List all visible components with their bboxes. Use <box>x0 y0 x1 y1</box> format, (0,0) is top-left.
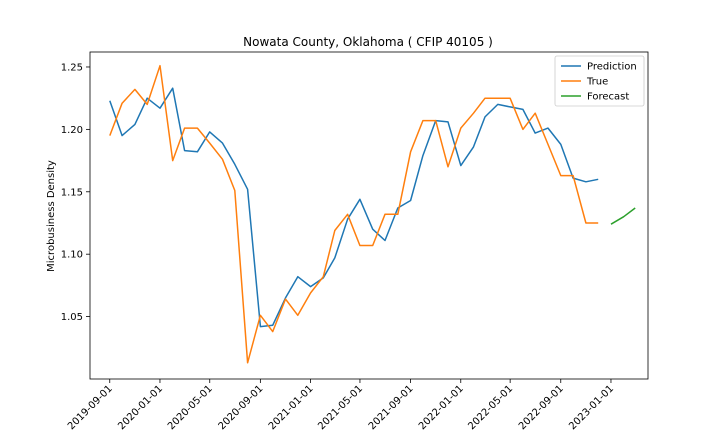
series-line-forecast <box>610 207 636 225</box>
series-line-true <box>109 64 599 364</box>
plot-frame <box>89 51 649 380</box>
legend: Prediction True Forecast <box>554 55 645 107</box>
y-tick-label: 1.15 <box>61 187 83 198</box>
y-tick-label: 1.05 <box>61 312 83 323</box>
series-line-prediction <box>109 87 599 328</box>
y-tick-label: 1.20 <box>61 125 83 136</box>
series-layer <box>109 64 636 364</box>
legend-box <box>554 55 645 107</box>
y-tick-label: 1.25 <box>61 62 83 73</box>
legend-label-true: True <box>586 77 608 88</box>
y-tick-label: 1.10 <box>61 250 83 261</box>
y-axis-label: Microbusiness Density <box>46 160 57 272</box>
legend-label-prediction: Prediction <box>587 62 637 73</box>
chart-title: Nowata County, Oklahoma ( CFIP 40105 ) <box>243 35 493 49</box>
legend-label-forecast: Forecast <box>587 92 629 103</box>
